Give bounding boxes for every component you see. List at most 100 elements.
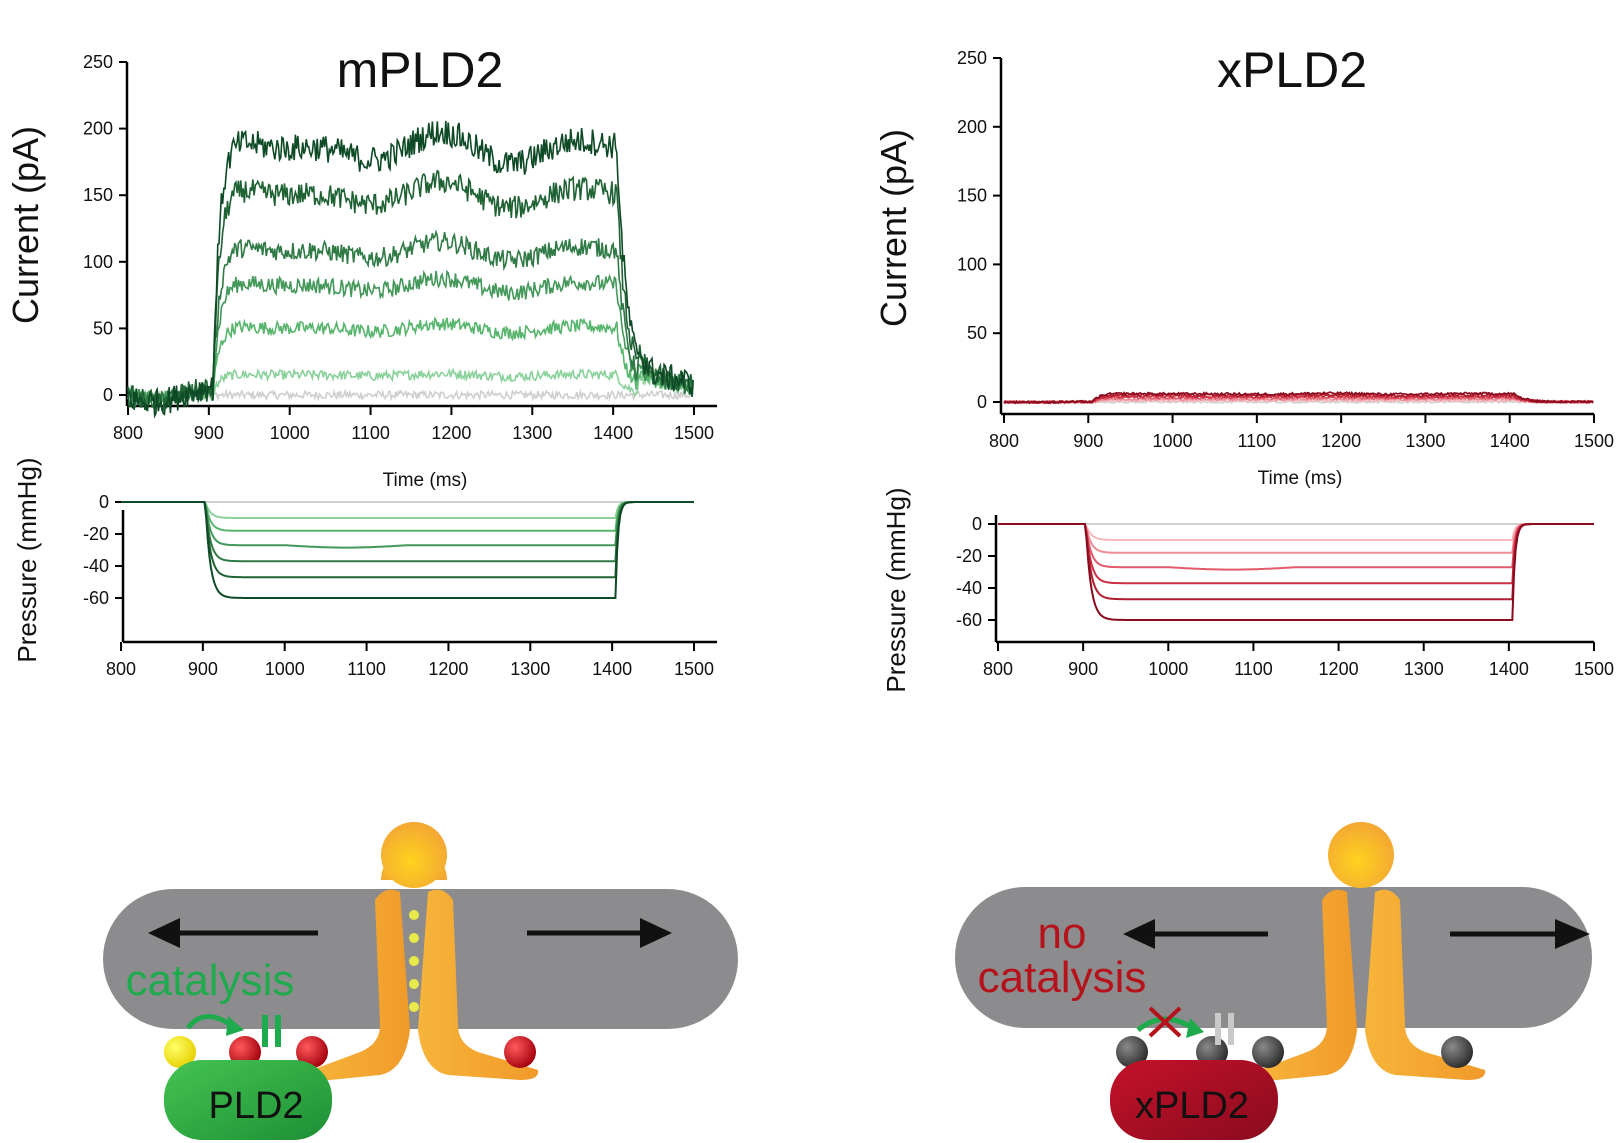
lipid-headgroup-grey — [1116, 1036, 1148, 1068]
no-label: no — [1038, 909, 1087, 958]
xpld2-pressure-ytick-label: -20 — [956, 546, 982, 566]
mpld2-current-ytick-label: 100 — [83, 252, 113, 272]
xpld2-current-xtick-label: 1300 — [1405, 431, 1445, 451]
lipid-headgroup-yellow — [164, 1036, 196, 1068]
mpld2-current-ytick-label: 0 — [103, 385, 113, 405]
mpld2-pressure-xtick-label: 900 — [188, 659, 218, 679]
mpld2-pressure-xtick-label: 1100 — [347, 659, 386, 679]
arrowhead-right-out — [640, 918, 672, 948]
mpld2-current-ytick-label: 200 — [83, 119, 113, 139]
xpld2-current-traces — [1003, 390, 1594, 405]
cleaved-lipid-bar — [262, 1015, 268, 1047]
xpld2-pressure-trace — [998, 523, 1594, 554]
membrane-right — [955, 887, 1592, 1028]
mpld2-current-trace — [127, 120, 694, 419]
mpld2-current-ytick-label: 250 — [83, 52, 113, 72]
mpld2-title: mPLD2 — [337, 42, 504, 98]
arrowhead-right-out — [1555, 919, 1590, 949]
lipid-headgroup-red — [504, 1036, 536, 1068]
channel-cap-dome-left — [381, 822, 447, 888]
mpld2-pressure-ylabel: Pressure (mmHg) — [12, 457, 42, 662]
pld2-enzyme — [164, 1060, 332, 1140]
xpld2-current-trace — [1003, 394, 1594, 405]
xpld2-current-ytick-label: 250 — [957, 48, 987, 68]
channel-subunit-left-a — [311, 889, 410, 1080]
pore-dot — [409, 910, 419, 920]
channel-subunit-right-b — [1365, 889, 1486, 1080]
xpld2-current-ylabel: Current (pA) — [873, 129, 914, 327]
xpld2-pressure-trace — [998, 523, 1594, 601]
lipid-headgroup-red — [296, 1036, 328, 1068]
xpld2-current-ytick-label: 150 — [957, 186, 987, 206]
pld2-label: PLD2 — [208, 1085, 303, 1127]
xpld2-label: xPLD2 — [1135, 1085, 1249, 1127]
mpld2-pressure-ytick-label: -40 — [83, 556, 109, 576]
mpld2-current-trace — [127, 229, 694, 409]
xpld2-pressure-trace — [998, 523, 1594, 585]
mpld2-current-xtick-label: 800 — [113, 423, 143, 443]
xpld2-cartoon: no catalysis xPLD2 — [955, 822, 1592, 1140]
xpld2-pressure-plot: Pressure (mmHg) 0 -20 -40 -60 800 900 1000 110… — [881, 487, 1614, 692]
xpld2-pressure-traces — [998, 523, 1594, 621]
mpld2-pressure-trace — [121, 501, 694, 563]
mpld2-pressure-xtick-label: 1400 — [592, 659, 632, 679]
mpld2-pressure-trace — [121, 501, 694, 549]
cleaved-lipid-bar — [275, 1015, 281, 1047]
mpld2-current-ylabel: Current (pA) — [5, 126, 46, 324]
mpld2-pressure-trace — [121, 501, 694, 519]
xpld2-pressure-ytick-label: -40 — [956, 578, 982, 598]
xpld2-pressure-xtick-label: 1000 — [1148, 659, 1188, 679]
xpld2-enzyme — [1110, 1060, 1278, 1140]
xpld2-current-ytick-label: 200 — [957, 117, 987, 137]
xpld2-current-ytick-label: 100 — [957, 254, 987, 274]
channel-cap-right — [1328, 822, 1394, 888]
xpld2-current-xtick-label: 900 — [1073, 431, 1103, 451]
xpld2-current-ytick-label: 0 — [977, 392, 987, 412]
mpld2-pressure-trace — [121, 501, 694, 579]
xpld2-pressure-ytick-label: -60 — [956, 610, 982, 630]
catalysis-label: catalysis — [126, 956, 295, 1005]
channel-subunit-right-a — [1258, 889, 1357, 1080]
pore-dot — [409, 1002, 419, 1012]
lipid-headgroup-grey — [1252, 1036, 1284, 1068]
mpld2-current-xtick-label: 900 — [194, 423, 224, 443]
uncleaved-lipid-bar — [1228, 1013, 1234, 1045]
mpld2-pressure-xtick-label: 1200 — [428, 659, 468, 679]
mpld2-pressure-plot: Pressure (mmHg) 0 -20 -40 -60 800 900 1000 110… — [12, 457, 717, 679]
pore-dot — [409, 956, 419, 966]
mpld2-pressure-xtick-label: 1500 — [674, 659, 714, 679]
xpld2-current-xtick-label: 1400 — [1490, 431, 1530, 451]
mpld2-pressure-xtick-label: 1300 — [510, 659, 550, 679]
mpld2-current-plot: mPLD2 Current (pA) 0 50 100 150 200 250 800 90… — [5, 42, 717, 491]
mpld2-current-xtick-label: 1100 — [351, 423, 390, 443]
mpld2-pressure-ytick-label: -20 — [83, 524, 109, 544]
mpld2-pressure-ytick-label: 0 — [99, 492, 109, 512]
mpld2-current-xtick-label: 1200 — [431, 423, 471, 443]
mpld2-pressure-ytick-label: -60 — [83, 588, 109, 608]
xpld2-current-plot: xPLD2 Current (pA) 0 50 100 150 200 250 800 90… — [873, 42, 1614, 489]
mpld2-current-xlabel: Time (ms) — [383, 470, 468, 491]
xpld2-pressure-trace — [998, 523, 1594, 541]
membrane-left — [103, 889, 738, 1029]
arrowhead-left-out — [148, 918, 180, 948]
no-catalysis-label: catalysis — [978, 953, 1147, 1002]
xpld2-pressure-ylabel: Pressure (mmHg) — [881, 487, 911, 692]
xpld2-current-xtick-label: 800 — [989, 431, 1019, 451]
mpld2-pressure-traces — [121, 501, 694, 599]
pore-dot — [409, 933, 419, 943]
xpld2-pressure-xtick-label: 1300 — [1404, 659, 1444, 679]
xpld2-pressure-xtick-label: 800 — [983, 659, 1013, 679]
xpld2-current-xtick-label: 1200 — [1321, 431, 1361, 451]
catalysis-arrowhead — [226, 1016, 244, 1036]
xpld2-pressure-ytick-label: 0 — [972, 514, 982, 534]
lipid-headgroup-grey — [1441, 1036, 1473, 1068]
mpld2-current-traces — [127, 120, 694, 419]
xpld2-current-xlabel: Time (ms) — [1258, 468, 1343, 489]
xpld2-pressure-trace — [998, 523, 1594, 621]
xpld2-title: xPLD2 — [1217, 42, 1367, 98]
mpld2-current-xtick-label: 1400 — [593, 423, 633, 443]
mpld2-current-trace — [127, 316, 694, 405]
arrowhead-left-out — [1123, 919, 1155, 949]
cross-mark-icon — [1148, 1006, 1182, 1038]
